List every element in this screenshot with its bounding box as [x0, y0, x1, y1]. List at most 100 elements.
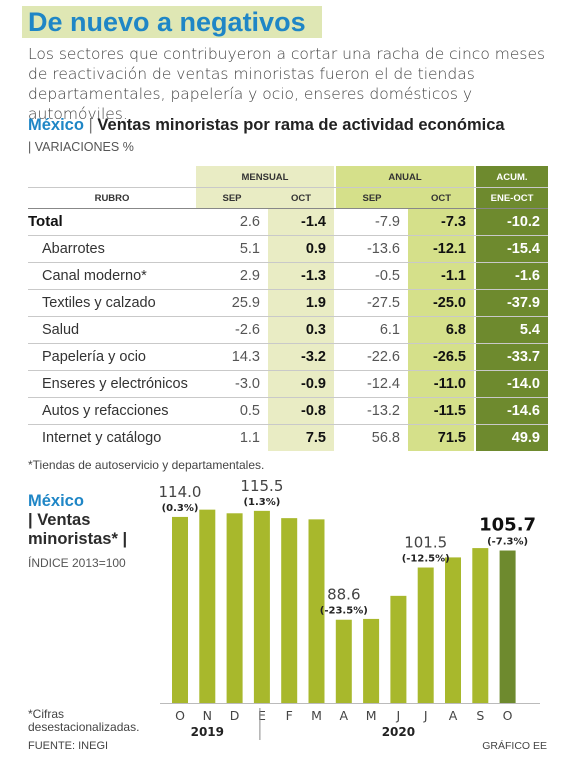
data-label-value: 115.5: [240, 477, 283, 495]
cell-a-oct: -11.5: [433, 402, 466, 419]
cell-m-sep: 1.1: [239, 429, 260, 446]
sub-header-bg-a: [336, 188, 474, 208]
x-tick-label: A: [340, 708, 349, 723]
header-line: [28, 187, 548, 188]
row-label: Internet y catálogo: [42, 429, 162, 446]
chart-heading: México | Ventas minoristas* |: [28, 492, 148, 549]
chart-bar: [199, 509, 216, 703]
data-label-value: 101.5: [404, 534, 447, 552]
x-tick-label: E: [258, 708, 266, 723]
chart-units: ÍNDICE 2013=100: [28, 556, 126, 570]
col-acum: ENE-OCT: [490, 192, 534, 204]
col-bg-acum: [476, 208, 548, 451]
row-divider: [28, 397, 548, 398]
cell-a-sep: -13.6: [366, 240, 400, 257]
cell-a-sep: -22.6: [366, 348, 400, 365]
page-title: De nuevo a negativos: [28, 7, 306, 37]
table-country: México: [28, 116, 84, 134]
row-label: Canal moderno*: [42, 267, 147, 284]
x-tick-label: S: [476, 708, 484, 723]
col-a-oct: OCT: [430, 192, 452, 204]
sub-header-bg-m: [196, 188, 334, 208]
row-divider: [28, 289, 548, 290]
col-bg-a-oct: [408, 208, 474, 451]
chart-bar: [281, 518, 298, 703]
row-divider: [28, 262, 548, 263]
group-mensual: MENSUAL: [241, 171, 289, 183]
data-label-change: (-7.3%): [487, 537, 528, 548]
x-tick-label: M: [311, 708, 322, 723]
cell-m-oct: -1.3: [301, 267, 326, 284]
cell-a-sep: -7.9: [375, 213, 400, 230]
group-acum: ACUM.: [496, 171, 528, 183]
cell-m-sep: 5.1: [239, 240, 260, 257]
table-units: | VARIACIONES %: [28, 140, 134, 154]
chart-bar: [226, 513, 243, 703]
cell-a-sep: 56.8: [371, 429, 400, 446]
cell-a-oct: 6.8: [445, 321, 466, 338]
chart-bar: [253, 510, 270, 703]
cell-a-oct: 71.5: [437, 429, 466, 446]
cell-m-oct: 7.5: [305, 429, 326, 446]
cell-a-oct: -11.0: [433, 375, 466, 392]
chart-footnote: *Cifras desestacionalizadas.: [28, 707, 140, 734]
x-tick-label: F: [286, 708, 293, 723]
chart-bar: [445, 557, 461, 703]
row-label: Textiles y calzado: [42, 294, 156, 311]
cell-m-sep: -2.6: [235, 321, 260, 338]
row-divider: [28, 424, 548, 425]
group-anual: ANUAL: [388, 171, 422, 183]
cell-a-oct: -25.0: [432, 294, 466, 311]
table-title: Ventas minoristas por rama de actividad …: [97, 116, 505, 134]
year-label-2019: 2019: [191, 725, 224, 739]
cell-m-oct: 0.9: [305, 240, 326, 257]
x-tick-label: M: [366, 708, 377, 723]
col-rubro: RUBRO: [94, 192, 130, 204]
cell-acum: -10.2: [506, 213, 540, 230]
acum-header-bg: [476, 166, 548, 188]
table-separator: |: [88, 116, 93, 134]
chart-title: | Ventas minoristas* |: [28, 511, 128, 548]
data-label-change: (-23.5%): [320, 606, 368, 617]
table-footnote: *Tiendas de autoservicio y departamental…: [28, 458, 265, 472]
chart-bar: [308, 519, 325, 703]
x-tick-label: D: [230, 708, 240, 723]
row-label: Abarrotes: [42, 240, 105, 257]
title-box: De nuevo a negativos: [22, 6, 322, 38]
col-bg-m-oct: [268, 208, 334, 451]
chart-bar: [417, 567, 434, 703]
cell-a-sep: -0.5: [375, 267, 400, 284]
chart-country: México: [28, 492, 84, 510]
cell-a-oct: -26.5: [432, 348, 466, 365]
cell-m-oct: -0.8: [301, 402, 326, 419]
row-divider: [28, 316, 548, 317]
cell-a-oct: -1.1: [441, 267, 466, 284]
x-tick-label: O: [175, 708, 185, 723]
year-label-2020: 2020: [382, 725, 415, 739]
row-label: Total: [28, 213, 63, 230]
cell-m-oct: -0.9: [301, 375, 326, 392]
col-m-oct: OCT: [290, 192, 312, 204]
row-label: Enseres y electrónicos: [42, 375, 188, 392]
x-tick-label: A: [449, 708, 458, 723]
cell-m-oct: -3.2: [301, 348, 326, 365]
row-label: Papelería y ocio: [42, 348, 146, 365]
col-m-sep: SEP: [222, 192, 242, 204]
x-tick-label: J: [396, 708, 401, 723]
x-tick-label: O: [503, 708, 513, 723]
cell-a-sep: 6.1: [379, 321, 400, 338]
cell-acum: 49.9: [511, 429, 540, 446]
subheader-line: [28, 208, 548, 209]
row-divider: [28, 235, 548, 236]
cell-m-oct: -1.4: [301, 213, 326, 230]
cell-acum: -33.7: [506, 348, 540, 365]
data-label-change: (-12.5%): [402, 554, 450, 565]
chart-bar: [390, 595, 407, 703]
data-label-change: (1.3%): [243, 497, 280, 508]
sales-table: MENSUAL ANUAL ACUM. RUBRO SEP OCT SEP OC…: [28, 166, 548, 456]
chart-bar: [472, 548, 489, 703]
row-divider: [28, 370, 548, 371]
chart-bar: [172, 516, 188, 703]
anual-header-bg: [336, 166, 474, 188]
intro-text: Los sectores que contribuyeron a cortar …: [28, 45, 546, 123]
